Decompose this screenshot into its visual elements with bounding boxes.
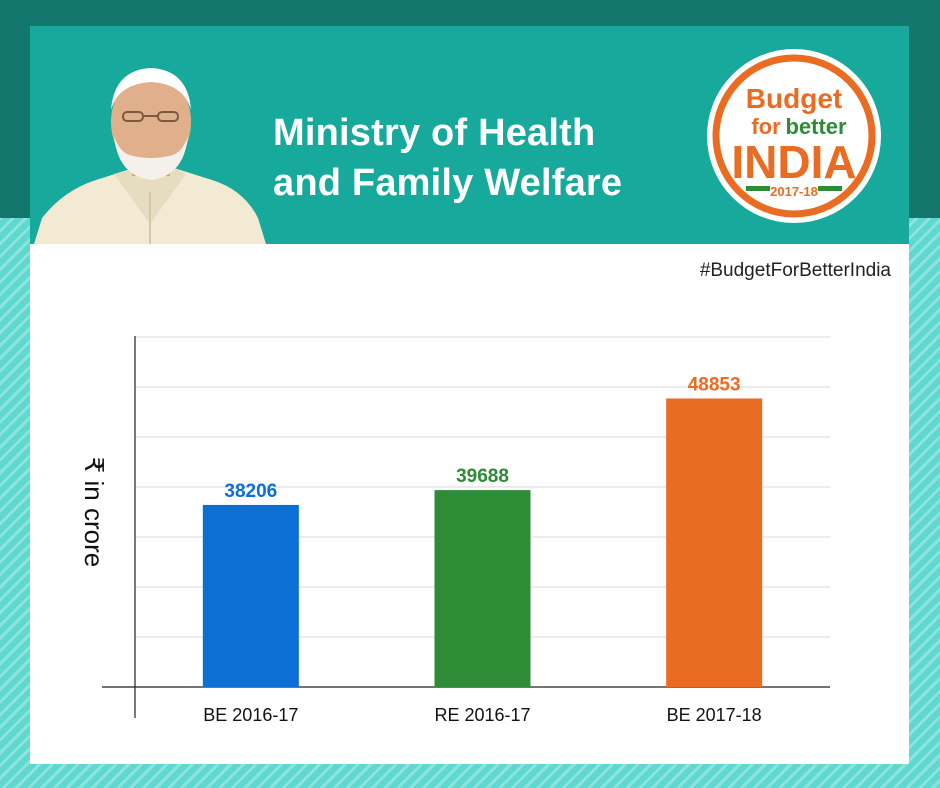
badge-word-for: for <box>751 114 781 139</box>
title-line-1: Ministry of Health <box>273 112 596 154</box>
bar-3 <box>666 398 763 687</box>
bar-value-label: 38206 <box>224 481 277 502</box>
badge-word-india: INDIA <box>731 136 856 188</box>
content-card: Ministry of Health and Family Welfare Bu… <box>30 26 909 764</box>
y-axis-label: ₹ in crore <box>79 457 109 567</box>
x-tick-label: BE 2017-18 <box>667 705 762 725</box>
bar-chart: ₹ in crore 38206 BE 2016-17 39688 RE 2016-1… <box>79 336 830 725</box>
badge-word-better: better <box>785 114 847 139</box>
badge-word-budget: Budget <box>746 83 842 114</box>
budget-badge-logo: Budget for better INDIA 2017-18 <box>707 49 881 223</box>
badge-year: 2017-18 <box>770 184 818 199</box>
bar-1 <box>202 504 299 687</box>
title-line-2: and Family Welfare <box>273 162 623 204</box>
bar-value-label: 48853 <box>688 374 741 395</box>
bar-2 <box>434 490 531 687</box>
portrait-illustration <box>34 68 266 244</box>
header-banner: Ministry of Health and Family Welfare Bu… <box>30 26 909 244</box>
page-title: Ministry of Health and Family Welfare <box>273 108 622 208</box>
x-tick-label: RE 2016-17 <box>434 705 530 725</box>
bar-series: 38206 BE 2016-17 39688 RE 2016-17 48853 BE 20… <box>202 374 763 725</box>
bar-value-label: 39688 <box>456 466 509 487</box>
x-tick-label: BE 2016-17 <box>203 705 298 725</box>
hashtag: #BudgetForBetterIndia <box>699 260 891 281</box>
